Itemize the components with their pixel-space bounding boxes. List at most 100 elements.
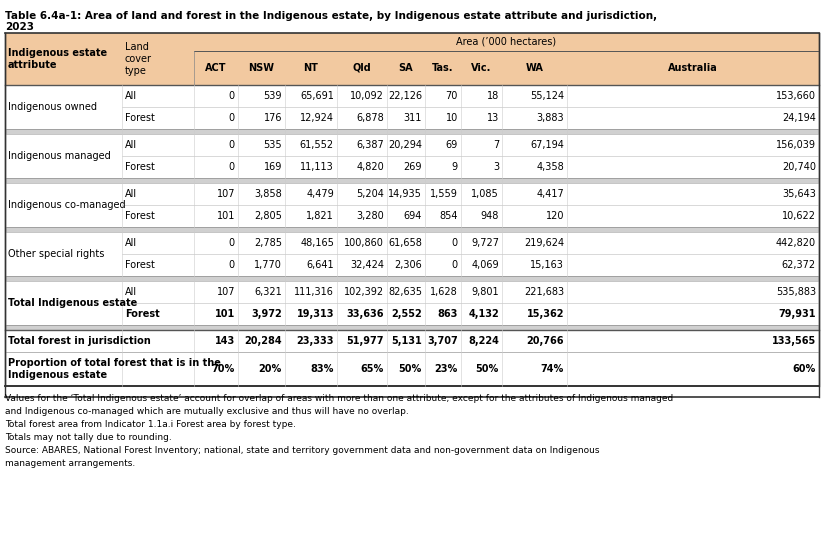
Text: 20,284: 20,284 <box>245 336 282 346</box>
Text: 2,785: 2,785 <box>254 238 282 248</box>
Text: 15,362: 15,362 <box>527 309 564 319</box>
Text: Proportion of total forest that is in the
Indigenous estate: Proportion of total forest that is in th… <box>8 358 221 380</box>
Text: Values for the ‘Total Indigenous estate’ account for overlap of areas with more : Values for the ‘Total Indigenous estate’… <box>5 394 673 403</box>
Text: Qld: Qld <box>353 63 372 73</box>
Text: 0: 0 <box>229 91 235 101</box>
Text: 1,559: 1,559 <box>430 189 458 199</box>
Text: 55,124: 55,124 <box>530 91 564 101</box>
Bar <box>5 325 819 330</box>
Text: 6,641: 6,641 <box>307 260 334 270</box>
Text: 101: 101 <box>217 211 235 221</box>
Text: 3,858: 3,858 <box>255 189 282 199</box>
Text: 133,565: 133,565 <box>772 336 816 346</box>
Text: 23,333: 23,333 <box>297 336 334 346</box>
Text: 2,552: 2,552 <box>391 309 422 319</box>
Text: 82,635: 82,635 <box>388 287 422 297</box>
Text: 169: 169 <box>264 162 282 172</box>
Text: 74%: 74% <box>541 364 564 374</box>
Text: 0: 0 <box>229 140 235 150</box>
Text: 2,306: 2,306 <box>394 260 422 270</box>
Text: 70: 70 <box>446 91 458 101</box>
Text: Land
cover
type: Land cover type <box>125 42 152 76</box>
Text: 9,801: 9,801 <box>471 287 499 297</box>
Text: 48,165: 48,165 <box>300 238 334 248</box>
Text: 442,820: 442,820 <box>776 238 816 248</box>
Text: 6,387: 6,387 <box>356 140 384 150</box>
Text: 311: 311 <box>404 113 422 123</box>
Text: 69: 69 <box>446 140 458 150</box>
Text: 854: 854 <box>439 211 458 221</box>
Text: Forest: Forest <box>125 309 160 319</box>
Text: 23%: 23% <box>435 364 458 374</box>
Bar <box>5 85 819 129</box>
Text: 4,132: 4,132 <box>468 309 499 319</box>
Text: 4,479: 4,479 <box>307 189 334 199</box>
Bar <box>5 33 819 85</box>
Text: 65,691: 65,691 <box>300 91 334 101</box>
Text: Source: ABARES, National Forest Inventory; national, state and territory governm: Source: ABARES, National Forest Inventor… <box>5 446 600 455</box>
Text: 1,628: 1,628 <box>430 287 458 297</box>
Text: 3,280: 3,280 <box>356 211 384 221</box>
Text: 3,707: 3,707 <box>428 336 458 346</box>
Text: 535,883: 535,883 <box>776 287 816 297</box>
Text: 60%: 60% <box>793 364 816 374</box>
Text: Australia: Australia <box>668 63 718 73</box>
Text: All: All <box>125 140 137 150</box>
Text: 33,636: 33,636 <box>347 309 384 319</box>
Text: 18: 18 <box>487 91 499 101</box>
Text: Forest: Forest <box>125 211 155 221</box>
Text: 9: 9 <box>452 162 458 172</box>
Text: All: All <box>125 91 137 101</box>
Text: 61,658: 61,658 <box>388 238 422 248</box>
Text: 107: 107 <box>217 189 235 199</box>
Text: 5,131: 5,131 <box>391 336 422 346</box>
Text: NT: NT <box>303 63 318 73</box>
Text: 102,392: 102,392 <box>344 287 384 297</box>
Text: 22,126: 22,126 <box>388 91 422 101</box>
Text: 269: 269 <box>404 162 422 172</box>
Text: 70%: 70% <box>212 364 235 374</box>
Text: 219,624: 219,624 <box>524 238 564 248</box>
Text: 1,770: 1,770 <box>254 260 282 270</box>
Text: 0: 0 <box>229 260 235 270</box>
Text: 948: 948 <box>480 211 499 221</box>
Text: Forest: Forest <box>125 113 155 123</box>
Bar <box>5 232 819 276</box>
Text: 65%: 65% <box>361 364 384 374</box>
Text: WA: WA <box>526 63 544 73</box>
Text: 0: 0 <box>452 260 458 270</box>
Text: 20%: 20% <box>259 364 282 374</box>
Bar <box>5 134 819 178</box>
Text: Vic.: Vic. <box>471 63 492 73</box>
Bar <box>5 276 819 281</box>
Text: 12,924: 12,924 <box>300 113 334 123</box>
Text: 20,740: 20,740 <box>782 162 816 172</box>
Text: 694: 694 <box>404 211 422 221</box>
Text: 539: 539 <box>264 91 282 101</box>
Text: Area (’000 hectares): Area (’000 hectares) <box>456 37 556 47</box>
Text: 83%: 83% <box>311 364 334 374</box>
Text: 120: 120 <box>545 211 564 221</box>
Text: 13: 13 <box>487 113 499 123</box>
Text: Indigenous estate
attribute: Indigenous estate attribute <box>8 48 107 70</box>
Text: 4,417: 4,417 <box>536 189 564 199</box>
Text: 156,039: 156,039 <box>776 140 816 150</box>
Text: 9,727: 9,727 <box>471 238 499 248</box>
Text: Total Indigenous estate: Total Indigenous estate <box>8 298 138 308</box>
Text: Forest: Forest <box>125 260 155 270</box>
Bar <box>5 352 819 386</box>
Bar <box>5 129 819 134</box>
Text: 111,316: 111,316 <box>294 287 334 297</box>
Text: 35,643: 35,643 <box>782 189 816 199</box>
Text: 100,860: 100,860 <box>344 238 384 248</box>
Text: 863: 863 <box>438 309 458 319</box>
Text: 3: 3 <box>493 162 499 172</box>
Text: 20,294: 20,294 <box>388 140 422 150</box>
Text: All: All <box>125 287 137 297</box>
Text: 4,820: 4,820 <box>356 162 384 172</box>
Text: 19,313: 19,313 <box>297 309 334 319</box>
Text: 20,766: 20,766 <box>527 336 564 346</box>
Text: 143: 143 <box>215 336 235 346</box>
Text: 5,204: 5,204 <box>356 189 384 199</box>
Text: 0: 0 <box>229 113 235 123</box>
